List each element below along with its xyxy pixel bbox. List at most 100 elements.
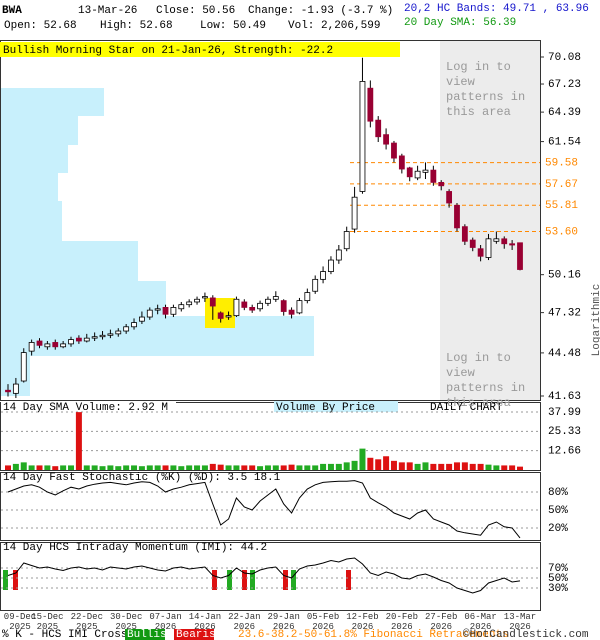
x-tick-label: 29-Jan 2026 [267,612,300,632]
candle-body [249,307,256,311]
footer-site: ©HotCandlestick.com [463,629,589,640]
candle-body [186,301,193,306]
volume-bar [367,457,374,470]
imi-title: 14 Day HCS Intraday Momentum (IMI): 44.2 [3,542,267,554]
candle-body [359,81,366,192]
x-tick-label: 22-Dec 2025 [70,612,103,632]
candle-body [485,238,492,258]
candle-body [351,196,358,230]
fib-label: 59.58 [545,158,578,170]
volume-bar [446,463,453,470]
volume-bar [430,463,437,470]
low: Low: 50.49 [200,20,266,32]
candle-body [115,330,122,335]
x-tick-label: 06-Mar 2026 [464,612,497,632]
candle-body [233,298,240,317]
volume-bar [12,463,19,470]
candle-body [430,169,437,183]
volume-bar [438,463,445,470]
candle-body [493,238,500,242]
indicator-line [7,557,521,594]
volume-bar [233,465,240,470]
volume-bar [406,462,413,470]
volume-bar [296,465,303,470]
volume: Vol: 2,206,599 [288,20,380,32]
fib-label: 55.81 [545,200,578,212]
volume-bar [414,463,421,470]
stochastic-title: 14 Day Fast Stochastic (%K) (%D): 3.5 18… [3,472,281,484]
y-tick-label: 50% [548,505,568,517]
candle-body [383,134,389,145]
volume-bar [461,462,468,470]
volume-bar [44,465,51,470]
candle-body [461,226,468,242]
volume-bar [36,465,43,470]
volume-bar [83,465,90,470]
candle-body [241,301,248,308]
volume-bar [422,462,429,470]
y-tick-label: 70.08 [548,52,581,64]
y-tick-label: 50.16 [548,270,581,282]
footer-crossover: % K - HCS IMI Crossover, [2,629,160,640]
y-tick-label: 61.54 [548,136,581,148]
volume-bar [52,466,59,470]
volume-bar [154,465,161,470]
volume-bar [264,465,271,470]
volume-bar [115,466,122,470]
candle-body [343,231,350,250]
candle-body [99,334,106,338]
fib-label: 57.67 [545,179,578,191]
candle-body [139,316,145,322]
volume-bar [241,465,248,470]
candle-body [398,155,405,170]
volume-bar [312,465,319,470]
candle-body [438,181,445,187]
volume-bar [453,462,460,470]
candle-body [28,342,35,352]
y-tick-label: 25.33 [548,426,581,438]
volume-bar [485,464,492,470]
volume-bar [304,465,311,470]
daily-chart: DAILY CHART [430,402,503,414]
volume-bar [477,463,484,470]
volume-bar [178,466,185,470]
candle-body [209,297,216,307]
pattern-title: Bullish Morning Star on 21-Jan-26, Stren… [3,45,333,57]
fib-label: 53.60 [545,226,578,238]
close: Close: 50.56 [156,5,235,17]
candle-body [477,248,484,257]
pattern-note: Log in to view patterns in this area [446,351,526,410]
candle-body [454,204,460,229]
y-tick-label: 12.66 [548,446,581,458]
label-bg [274,401,398,412]
candle-body [509,243,516,246]
candle-body [107,333,114,336]
candle-body [68,339,74,345]
candle-body [12,383,19,394]
volume-by-price-label: Volume By Price [276,402,375,414]
x-tick-label: 30-Dec 2025 [109,612,143,632]
volume-bar [343,462,350,470]
y-tick-label: 50% [548,573,568,585]
x-tick-label: 13-Mar 2026 [503,612,537,632]
pattern-banner [0,42,400,57]
x-tick-label: 27-Feb 2026 [425,612,458,632]
candle-body [406,167,413,178]
volume-bar [257,466,264,470]
volume-bar [186,465,193,470]
footer-bearish: Bearish [176,629,222,640]
volume-bar [288,464,295,470]
candle-body [320,271,326,280]
candle-body [265,298,271,304]
y-tick-label: 64.39 [548,107,581,119]
y-tick-label: 67.23 [548,79,581,91]
candle-body [335,249,342,261]
volume-bar [390,460,397,470]
label-bg [125,629,165,640]
date: 13-Mar-26 [78,5,137,17]
x-tick-label: 22-Jan 2026 [228,612,261,632]
volume-bar [107,465,114,470]
x-tick-label: 07-Jan 2026 [149,612,182,632]
candle-body [422,169,429,173]
